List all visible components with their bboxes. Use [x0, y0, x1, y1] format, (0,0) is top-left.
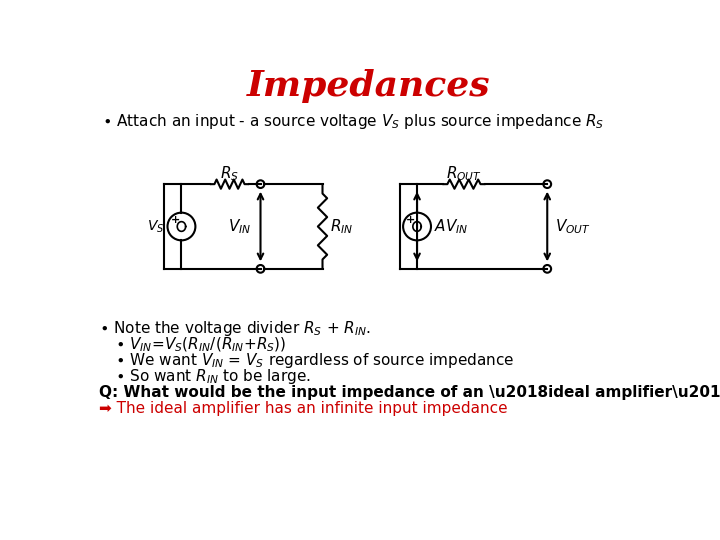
Text: $\bullet$ So want $R_{IN}$ to be large.: $\bullet$ So want $R_{IN}$ to be large.	[114, 367, 310, 386]
Text: $V_{OUT}$: $V_{OUT}$	[555, 217, 591, 236]
Text: $\bullet$ We want $V_{IN}$ = $V_S$ regardless of source impedance: $\bullet$ We want $V_{IN}$ = $V_S$ regar…	[114, 351, 514, 370]
Text: $R_S$: $R_S$	[220, 165, 239, 184]
Text: +: +	[171, 215, 180, 225]
Text: $V_S$: $V_S$	[147, 218, 164, 235]
Text: $V_{IN}$: $V_{IN}$	[228, 217, 251, 236]
Text: $\bullet$ $V_{IN}$=$V_S$($R_{IN}$/($R_{IN}$+$R_S$)): $\bullet$ $V_{IN}$=$V_S$($R_{IN}$/($R_{I…	[114, 335, 286, 354]
Text: ➡ The ideal amplifier has an infinite input impedance: ➡ The ideal amplifier has an infinite in…	[99, 402, 508, 416]
Text: +: +	[406, 215, 415, 225]
Text: $AV_{IN}$: $AV_{IN}$	[434, 217, 469, 236]
Text: $R_{IN}$: $R_{IN}$	[330, 217, 354, 236]
Text: Impedances: Impedances	[247, 69, 491, 103]
Text: $R_{OUT}$: $R_{OUT}$	[446, 165, 482, 184]
Text: $\bullet$ Attach an input - a source voltage $V_S$ plus source impedance $R_S$: $\bullet$ Attach an input - a source vol…	[102, 111, 604, 131]
Text: $\bullet$ Note the voltage divider $R_S$ + $R_{IN}$.: $\bullet$ Note the voltage divider $R_S$…	[99, 319, 372, 338]
Text: Q: What would be the input impedance of an \u2018ideal amplifier\u2019?: Q: What would be the input impedance of …	[99, 386, 720, 400]
